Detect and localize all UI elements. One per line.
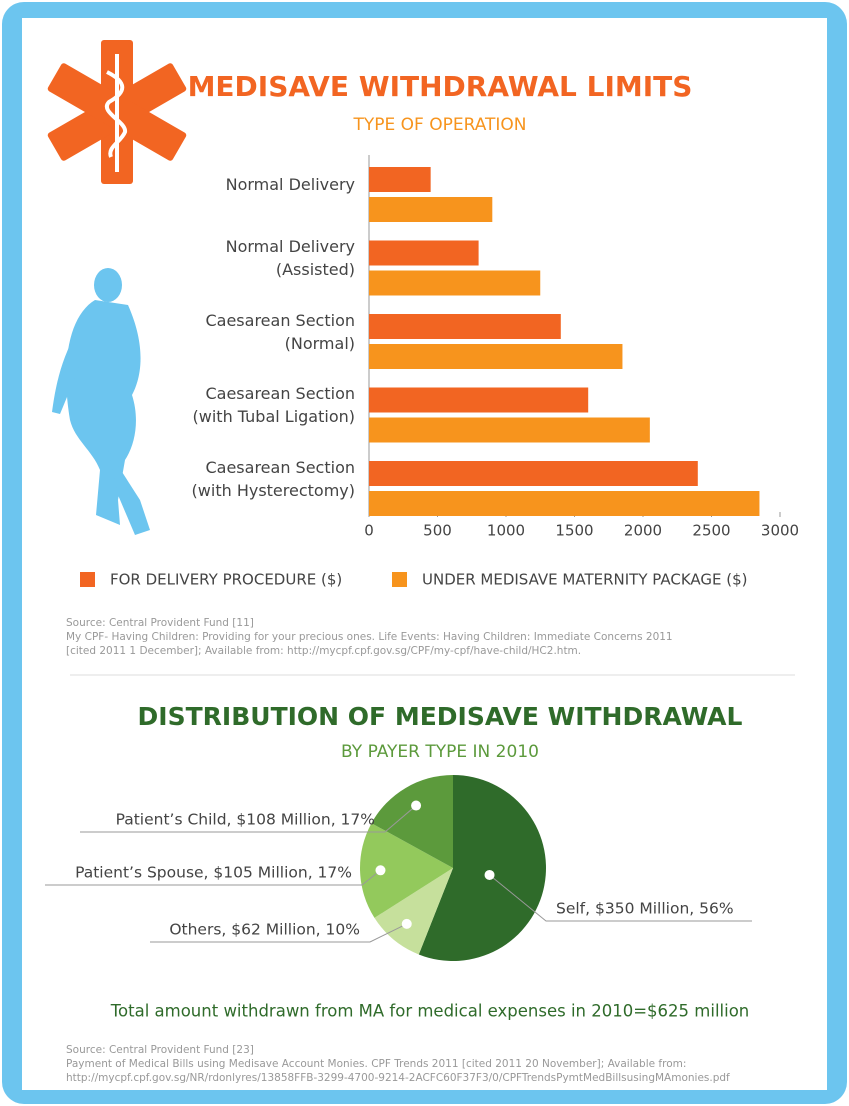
bar: [369, 314, 561, 339]
bar: [369, 387, 589, 413]
leader-line: [45, 869, 381, 886]
bar: [369, 417, 650, 443]
legend-label: UNDER MEDISAVE MATERNITY PACKAGE ($): [422, 571, 748, 589]
chart-title: MEDISAVE WITHDRAWAL LIMITS: [188, 70, 693, 103]
label-dot: [411, 800, 422, 811]
leader-line: [80, 805, 417, 833]
source-text: http://mycpf.cpf.gov.sg/NR/rdonlyres/138…: [66, 1072, 730, 1084]
legend-label: FOR DELIVERY PROCEDURE ($): [110, 571, 342, 589]
pie-slice: [374, 868, 453, 955]
source-text: Source: Central Provident Fund [11]: [66, 617, 254, 629]
slice-label: Patient’s Child, $108 Million, 17%: [116, 811, 375, 829]
slice-label: Self, $350 Million, 56%: [556, 900, 734, 918]
bar: [369, 461, 698, 486]
leader-line: [489, 874, 752, 922]
annotation: Total amount withdrawn from MA for medic…: [110, 1002, 750, 1021]
legend-swatch: [80, 572, 95, 587]
source-text: Source: Central Provident Fund [23]: [66, 1044, 254, 1056]
bar: [369, 167, 431, 192]
legend-swatch: [392, 572, 407, 587]
medical-icon: [47, 40, 187, 184]
pie-slice: [418, 775, 546, 961]
x-tick-label: 2500: [692, 522, 730, 540]
x-tick-label: 0: [364, 522, 374, 540]
category-label: Caesarean Section (with Tubal Ligation): [192, 384, 355, 426]
label-dot: [375, 865, 386, 876]
bar: [369, 270, 541, 296]
chart-title: DISTRIBUTION OF MEDISAVE WITHDRAWAL: [138, 702, 743, 731]
category-label: Normal Delivery: [225, 175, 355, 194]
bar: [369, 491, 760, 516]
leader-line: [150, 923, 407, 943]
source-text: My CPF- Having Children: Providing for y…: [66, 631, 673, 643]
x-tick-label: 500: [423, 522, 452, 540]
category-label: Caesarean Section (with Hysterectomy): [191, 457, 355, 500]
pie-slice: [360, 823, 453, 918]
chart-subtitle: BY PAYER TYPE IN 2010: [341, 742, 539, 762]
pie-slice: [371, 775, 453, 868]
source-text: Payment of Medical Bills using Medisave …: [66, 1058, 686, 1070]
bar: [369, 240, 479, 266]
woman-silhouette: [52, 268, 150, 535]
category-label: Normal Delivery (Assisted): [225, 237, 355, 279]
bar: [369, 344, 623, 369]
slice-label: Patient’s Spouse, $105 Million, 17%: [75, 864, 352, 882]
label-dot: [401, 918, 412, 929]
slice-label: Others, $62 Million, 10%: [169, 921, 360, 939]
category-label: Caesarean Section (Normal): [205, 310, 355, 353]
source-text: [cited 2011 1 December]; Available from:…: [66, 645, 581, 657]
x-tick-label: 3000: [761, 522, 799, 540]
chart-subtitle: TYPE OF OPERATION: [352, 115, 526, 135]
x-tick-label: 1000: [487, 522, 525, 540]
bar: [369, 197, 493, 222]
label-dot: [484, 869, 495, 880]
x-tick-label: 2000: [624, 522, 662, 540]
x-tick-label: 1500: [555, 522, 593, 540]
